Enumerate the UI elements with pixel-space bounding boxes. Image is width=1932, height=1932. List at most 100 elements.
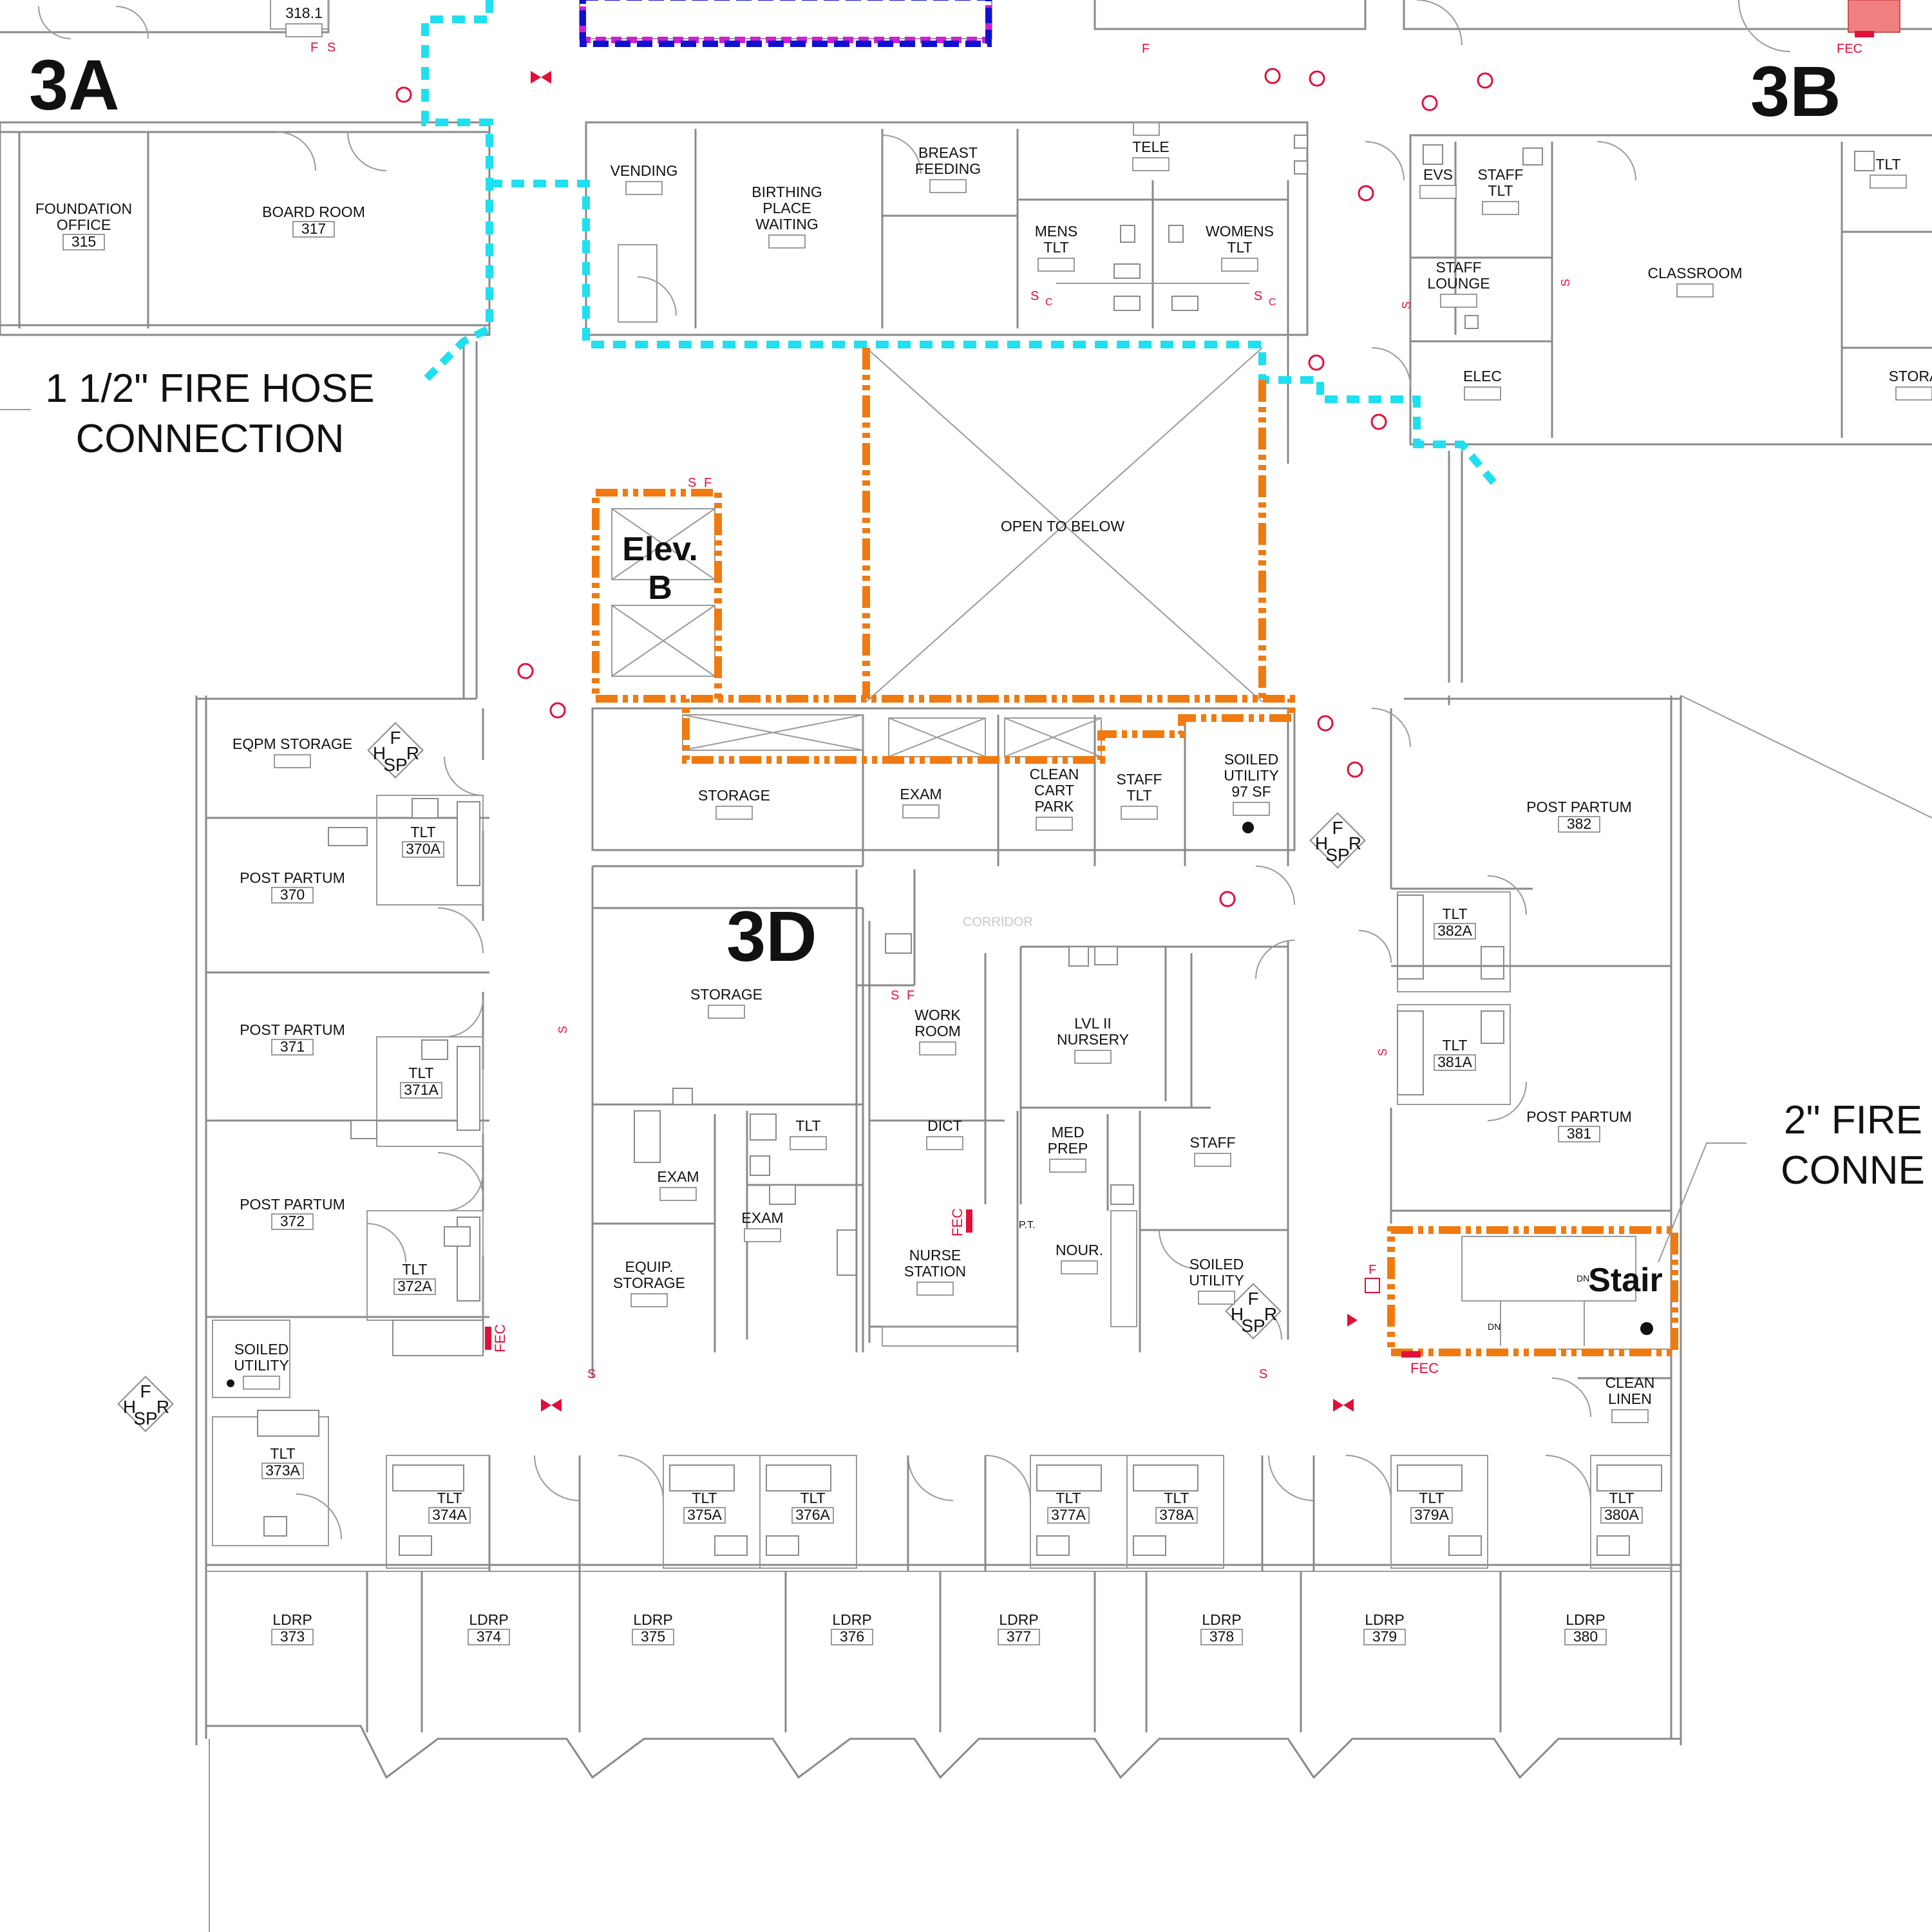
room-number-box — [393, 1278, 436, 1295]
stair-label: Stair — [1588, 1262, 1663, 1299]
room-number-box — [1611, 1409, 1649, 1423]
room-name: LOUNGE — [1427, 275, 1490, 292]
open-to-below-label: OPEN TO BELOW — [1001, 518, 1124, 535]
room-number: 379 — [1372, 1628, 1397, 1645]
room-number: 373A — [265, 1462, 300, 1479]
room-number-box — [285, 23, 323, 37]
room-name: POST PARTUM — [1526, 1108, 1632, 1125]
room-number-box — [271, 1039, 314, 1056]
room-number: 315 — [71, 233, 96, 250]
room-number: 317 — [301, 220, 326, 237]
room-number: 378 — [1209, 1628, 1234, 1645]
strobe-symbol-s: S — [1400, 301, 1413, 309]
room-label: TLT — [1870, 156, 1907, 189]
horn-strobe-icon — [531, 71, 551, 84]
room-name: TLT — [1488, 182, 1513, 199]
room-name: CART — [1034, 782, 1074, 799]
room-number: 375A — [687, 1506, 722, 1523]
room-name: PARK — [1035, 798, 1075, 815]
smoke-detector-icon — [1317, 715, 1334, 732]
room-number-box — [683, 1507, 726, 1524]
svg-text:F: F — [1332, 818, 1343, 838]
room-name: NURSE — [909, 1247, 961, 1264]
room-name: BOARD ROOM — [262, 204, 365, 220]
room-name: TELE — [1132, 138, 1170, 155]
top-strip-walls — [0, 0, 1932, 47]
standpipe-dot-icon — [227, 1379, 234, 1387]
fec-label: FEC — [492, 1324, 508, 1352]
room-number-box — [916, 1282, 954, 1296]
room-label: STORAGE — [698, 787, 770, 820]
room-label: 318.1 — [285, 5, 323, 37]
room-label: EXAM — [657, 1168, 699, 1201]
hose-cabinets: F H R SP F H R SP F H R SP F H R SP — [117, 722, 1653, 1432]
room-name: LVL II — [1074, 1015, 1112, 1032]
svg-text:F: F — [140, 1381, 151, 1401]
room-number-box — [402, 841, 444, 858]
svg-text:R: R — [1264, 1304, 1277, 1324]
hose-cabinet-icon: F H R SP — [1309, 812, 1366, 869]
room-label: NOUR. — [1056, 1242, 1103, 1274]
svg-text:H: H — [123, 1397, 136, 1417]
room-number-box — [261, 1463, 304, 1479]
room-number: 381 — [1567, 1125, 1591, 1142]
strobe-symbol-s: S — [587, 1367, 596, 1381]
svg-text:H: H — [373, 743, 386, 763]
svg-text:SP: SP — [1325, 845, 1349, 865]
wing-3b-walls — [1365, 0, 1932, 819]
room-number-box — [919, 1041, 956, 1056]
room-name: TLT — [795, 1117, 820, 1134]
svg-text:SP: SP — [133, 1408, 157, 1428]
svg-text:F: F — [390, 728, 401, 748]
room-name: POST PARTUM — [240, 869, 345, 886]
room-label: STORAGE — [690, 986, 762, 1019]
room-label: STORA — [1889, 368, 1932, 401]
camera-symbol-c: C — [1045, 297, 1053, 308]
room-name: POST PARTUM — [240, 1021, 345, 1038]
fec-cabinet-icon — [1855, 31, 1874, 37]
room-name: LDRP — [832, 1611, 871, 1628]
room-label: EXAM — [741, 1209, 784, 1242]
room-name: TLT — [410, 824, 435, 840]
room-number: 379A — [1414, 1506, 1449, 1523]
smoke-detector-icon — [1347, 761, 1363, 778]
room-number-box — [715, 806, 753, 820]
strobe-symbol-s: S — [1559, 279, 1572, 287]
room-number-box — [1155, 1507, 1198, 1524]
room-number: 371 — [280, 1038, 305, 1055]
pull-station-icon — [1365, 1278, 1380, 1293]
room-name: TLT — [800, 1490, 825, 1506]
room-name: TLT — [1056, 1490, 1081, 1506]
fire-symbols — [395, 31, 1874, 1412]
horn-strobe-icon — [1347, 1314, 1358, 1327]
strobe-symbol-s: S — [556, 1026, 569, 1034]
room-number-box — [1132, 157, 1170, 171]
room-name: EXAM — [900, 786, 942, 802]
standpipe-dot-icon — [1640, 1322, 1653, 1335]
room-number-box — [1676, 283, 1714, 298]
room-number: 374A — [432, 1506, 467, 1523]
room-name: PLACE — [762, 200, 811, 216]
room-label: STAFF — [1189, 1134, 1236, 1167]
room-number-box — [274, 754, 311, 768]
room-name: 318.1 — [285, 5, 323, 21]
room-number-box — [1200, 1629, 1243, 1645]
room-name: EQPM STORAGE — [232, 735, 352, 752]
room-number-box — [271, 1629, 314, 1645]
room-number: 377 — [1007, 1628, 1031, 1645]
room-number-box — [1558, 816, 1600, 833]
room-number: 377A — [1051, 1506, 1086, 1523]
room-name: VENDING — [611, 162, 678, 179]
room-number: 376 — [840, 1628, 864, 1645]
room-number-box — [1074, 1050, 1112, 1064]
room-name: EXAM — [741, 1209, 783, 1226]
hose-cabinet-icon: F H R SP — [1225, 1283, 1282, 1340]
